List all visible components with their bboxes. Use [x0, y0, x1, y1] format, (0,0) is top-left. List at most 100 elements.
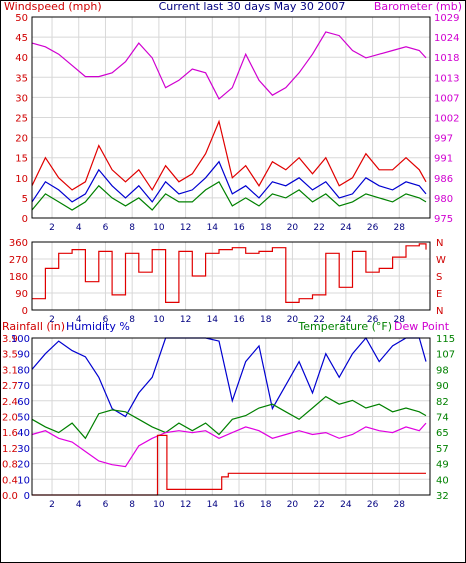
day-tick-label: 24: [340, 500, 352, 510]
wind-barometer-lines: [31, 31, 427, 211]
humidity-tick-label: 100: [11, 334, 30, 345]
temperature-day-ticks: 2 4 6 8 10 12 14 16 18 20 22 24 26 28: [49, 500, 405, 510]
temperature-line: [31, 395, 427, 440]
day-tick-label: 24: [340, 315, 352, 325]
day-tick-label: 22: [313, 223, 324, 233]
direction-compass-label: S: [436, 272, 442, 283]
temperature-tick-label: 57: [436, 444, 449, 455]
windspeed-tick-label: 50: [15, 13, 28, 24]
day-tick-label: 28: [394, 315, 406, 325]
day-tick-label: 18: [260, 500, 272, 510]
wind-gust-line: [31, 119, 427, 192]
day-tick-label: 10: [153, 315, 165, 325]
humidity-tick-label: 50: [17, 413, 30, 424]
day-tick-label: 14: [207, 500, 219, 510]
day-tick-label: 4: [76, 223, 82, 233]
wind-speed-line: [31, 160, 427, 203]
barometer-line: [31, 31, 427, 100]
dew-point-axis-label: Dew Point: [394, 320, 450, 333]
direction-degree-label: 180: [9, 272, 28, 283]
wind-direction-line: [32, 243, 427, 303]
windspeed-ticks: 0 5 10 15 20 25 30 35 40 45 50: [15, 13, 28, 225]
day-tick-label: 18: [260, 315, 272, 325]
humidity-tick-label: 60: [17, 397, 30, 408]
direction-degree-ticks: 0 90 180 270 360: [9, 238, 28, 317]
wind-plot-frame: [31, 16, 431, 219]
rainfall-tick-label: 0.8: [2, 460, 18, 471]
windspeed-tick-label: 20: [15, 134, 28, 145]
windspeed-tick-label: 45: [15, 33, 28, 44]
wind-average-line: [31, 180, 427, 211]
windspeed-tick-label: 15: [15, 154, 28, 165]
day-tick-label: 26: [367, 315, 379, 325]
humidity-tick-label: 40: [17, 428, 30, 439]
temperature-tick-label: 49: [436, 460, 449, 471]
day-tick-label: 24: [340, 223, 352, 233]
rainfall-tick-label: 1.2: [2, 444, 18, 455]
panel-temperature-humidity: Rainfall (in) Humidity % Temperature (°F…: [2, 320, 455, 510]
direction-compass-label: W: [436, 255, 446, 266]
direction-degree-label: 270: [9, 255, 28, 266]
day-tick-label: 12: [180, 223, 191, 233]
day-tick-label: 10: [153, 500, 165, 510]
day-tick-label: 18: [260, 223, 272, 233]
barometer-tick-label: 986: [434, 174, 453, 185]
windspeed-axis-label: Windspeed (mph): [4, 0, 102, 13]
day-tick-label: 14: [207, 223, 219, 233]
temperature-plot-frame: [31, 337, 431, 496]
chart-title: Current last 30 days May 30 2007: [159, 0, 346, 13]
day-tick-label: 8: [129, 500, 135, 510]
temperature-axis-label: Temperature (°F): [297, 320, 392, 333]
day-tick-label: 10: [153, 223, 165, 233]
humidity-tick-label: 80: [17, 365, 30, 376]
direction-compass-label: N: [436, 306, 443, 317]
barometer-tick-label: 1018: [434, 53, 459, 64]
barometer-tick-label: 975: [434, 214, 453, 225]
rainfall-axis-label: Rainfall (in): [2, 320, 65, 333]
panel-wind-barometer: Windspeed (mph) Current last 30 days May…: [4, 0, 462, 233]
humidity-tick-label: 90: [17, 350, 30, 361]
temperature-tick-label: 115: [436, 334, 455, 345]
barometer-tick-label: 1002: [434, 114, 459, 125]
day-tick-label: 2: [49, 223, 55, 233]
day-tick-label: 26: [367, 500, 379, 510]
day-tick-label: 12: [180, 500, 191, 510]
direction-plot-frame: [31, 241, 431, 311]
direction-degree-label: 0: [22, 306, 28, 317]
day-tick-label: 16: [233, 315, 245, 325]
barometer-tick-label: 1029: [434, 13, 459, 24]
day-tick-label: 28: [394, 223, 406, 233]
direction-compass-label: N: [436, 238, 443, 249]
windspeed-tick-label: 25: [15, 114, 28, 125]
barometer-tick-label: 1024: [434, 33, 459, 44]
dew-point-line: [31, 422, 427, 468]
day-tick-label: 2: [49, 500, 55, 510]
rainfall-tick-label: 3.9: [2, 334, 18, 345]
day-tick-label: 12: [180, 315, 191, 325]
day-tick-label: 16: [233, 223, 245, 233]
day-tick-label: 4: [76, 315, 82, 325]
rainfall-tick-label: 0.4: [2, 475, 18, 486]
rainfall-line: [32, 434, 426, 496]
windspeed-tick-label: 0: [22, 214, 28, 225]
temperature-tick-label: 40: [436, 475, 449, 486]
day-tick-label: 8: [129, 223, 135, 233]
direction-compass-label: E: [436, 289, 442, 300]
humidity-tick-label: 30: [17, 444, 30, 455]
barometer-axis-label: Barometer (mb): [374, 0, 462, 13]
day-tick-label: 14: [207, 315, 219, 325]
day-tick-label: 20: [287, 223, 299, 233]
windspeed-tick-label: 30: [15, 93, 28, 104]
day-tick-label: 22: [313, 315, 324, 325]
barometer-ticks: 975 980 986 991 997 1002 1007 1013 1018 1024 1029: [434, 13, 459, 225]
day-tick-label: 2: [49, 315, 55, 325]
day-tick-label: 4: [76, 500, 82, 510]
humidity-tick-label: 0: [24, 491, 30, 502]
windspeed-tick-label: 35: [15, 73, 28, 84]
barometer-tick-label: 991: [434, 154, 453, 165]
day-tick-label: 20: [287, 315, 299, 325]
day-tick-label: 20: [287, 500, 299, 510]
day-tick-label: 6: [103, 500, 109, 510]
